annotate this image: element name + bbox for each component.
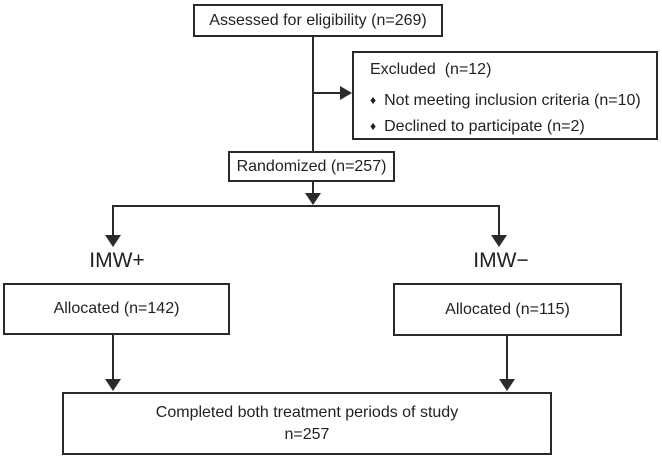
branch-horizontal-line <box>113 205 500 207</box>
arrowhead-down-icon <box>105 235 121 247</box>
arrowhead-down-icon <box>499 379 515 391</box>
arrowhead-right-icon <box>340 86 352 100</box>
group-label-imw-plus: IMW+ <box>89 249 145 272</box>
connector-assessed-to-randomized <box>312 37 314 151</box>
assessed-eligibility-label: Assessed for eligibility (n=269) <box>209 11 427 29</box>
arrowhead-down-icon <box>491 235 507 247</box>
connector-to-excluded <box>313 92 340 94</box>
allocated-right-box: Allocated (n=115) <box>393 283 622 336</box>
excluded-item-row: ♦ Declined to participate (n=2) <box>370 114 585 140</box>
completed-box: Completed both treatment periods of stud… <box>62 392 552 455</box>
connector-allocated-left-to-completed <box>112 335 114 379</box>
allocated-left-box: Allocated (n=142) <box>3 283 230 335</box>
diamond-bullet-icon: ♦ <box>370 93 377 107</box>
connector-branch-right <box>498 205 500 235</box>
completed-text: Completed both treatment periods of stud… <box>156 402 458 446</box>
allocated-left-label: Allocated (n=142) <box>53 300 180 317</box>
group-label-imw-minus: IMW− <box>473 249 529 272</box>
excluded-box: Excluded (n=12) ♦ Not meeting inclusion … <box>352 51 658 140</box>
excluded-item-row: ♦ Not meeting inclusion criteria (n=10) <box>370 88 641 114</box>
arrowhead-down-icon <box>305 193 321 205</box>
randomized-box: Randomized (n=257) <box>228 151 395 182</box>
allocated-right-label: Allocated (n=115) <box>445 300 570 318</box>
connector-branch-left <box>112 205 114 235</box>
connector-allocated-right-to-completed <box>506 336 508 379</box>
assessed-eligibility-box: Assessed for eligibility (n=269) <box>193 4 443 37</box>
excluded-item-text: Declined to participate (n=2) <box>384 118 585 135</box>
excluded-title: Excluded (n=12) <box>370 61 492 78</box>
completed-line1: Completed both treatment periods of stud… <box>155 403 459 421</box>
connector-randomized-to-branch <box>312 182 314 194</box>
excluded-item-text: Not meeting inclusion criteria (n=10) <box>384 92 641 109</box>
randomized-label: Randomized (n=257) <box>236 157 387 175</box>
arrowhead-down-icon <box>105 379 121 391</box>
diamond-bullet-icon: ♦ <box>370 119 377 133</box>
completed-line2: n=257 <box>284 425 330 443</box>
